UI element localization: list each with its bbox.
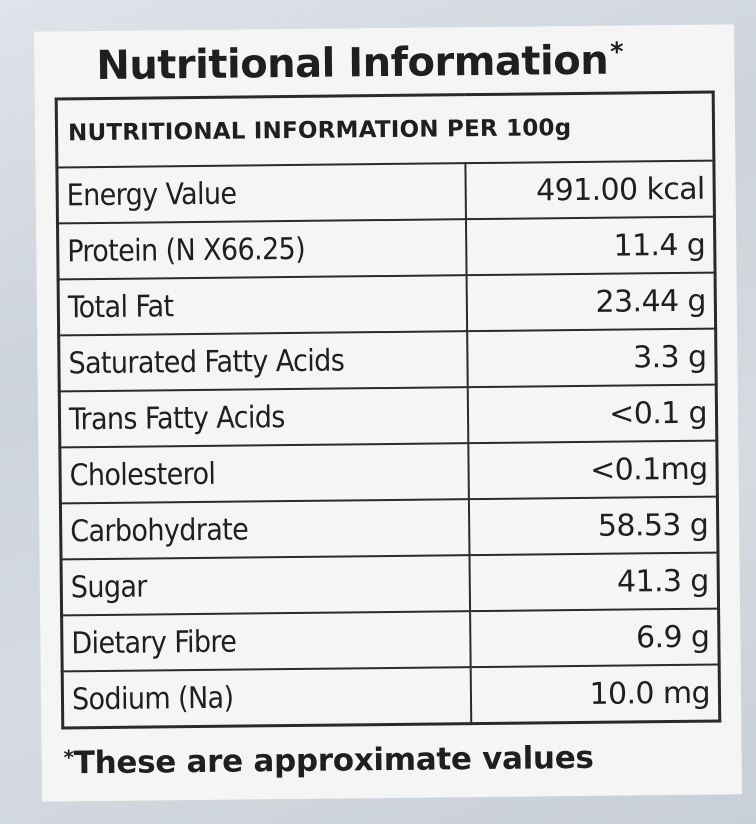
nutrient-name: Energy Value	[56, 163, 466, 224]
nutrient-name: Sodium (Na)	[62, 667, 472, 728]
title-asterisk: *	[609, 37, 624, 68]
table-row: Total Fat 23.44 g	[58, 272, 716, 336]
nutrient-value: 6.9 g	[470, 608, 720, 668]
nutrient-value: <0.1 g	[467, 384, 717, 444]
nutrient-name: Carbohydrate	[60, 499, 470, 560]
title-text: Nutritional Information	[96, 37, 609, 90]
table-row: Cholesterol <0.1mg	[59, 440, 718, 504]
table-row: Saturated Fatty Acids 3.3 g	[58, 328, 717, 392]
page-title: Nutritional Information*	[96, 38, 623, 90]
nutrient-name: Sugar	[61, 555, 471, 616]
nutrient-value: 23.44 g	[466, 272, 716, 332]
table-row: Sodium (Na) 10.0 mg	[62, 664, 720, 728]
nutrient-value: 58.53 g	[468, 496, 718, 556]
table-row: Sugar 41.3 g	[61, 552, 719, 616]
nutrition-label: Nutritional Information* NUTRITIONAL INF…	[33, 24, 743, 802]
table-row: Carbohydrate 58.53 g	[60, 496, 718, 560]
nutrient-value: 3.3 g	[467, 328, 717, 388]
nutrient-name: Cholesterol	[59, 443, 469, 504]
nutrient-value: 10.0 mg	[470, 664, 720, 724]
nutrient-value: 41.3 g	[469, 552, 719, 612]
table-row: Energy Value 491.00 kcal	[56, 160, 715, 224]
table-row: Dietary Fibre 6.9 g	[61, 608, 720, 672]
nutrient-name: Saturated Fatty Acids	[58, 331, 468, 392]
footnote: *These are approximate values	[63, 740, 593, 782]
nutrient-name: Protein (N X66.25)	[57, 219, 467, 280]
nutrient-name: Total Fat	[58, 275, 468, 336]
nutrient-value: 491.00 kcal	[465, 160, 715, 220]
table-header-row: NUTRITIONAL INFORMATION PER 100g	[56, 92, 714, 168]
nutrient-name: Trans Fatty Acids	[59, 387, 469, 448]
nutrient-value: 11.4 g	[465, 216, 716, 276]
table-row: Protein (N X66.25) 11.4 g	[57, 216, 716, 280]
table-header: NUTRITIONAL INFORMATION PER 100g	[56, 92, 714, 168]
footnote-text: These are approximate values	[73, 739, 594, 782]
nutrient-value: <0.1mg	[468, 440, 718, 500]
nutrient-name: Dietary Fibre	[61, 611, 471, 672]
table-row: Trans Fatty Acids <0.1 g	[59, 384, 717, 448]
nutrition-table: NUTRITIONAL INFORMATION PER 100g Energy …	[54, 90, 722, 730]
footnote-asterisk: *	[63, 745, 74, 770]
